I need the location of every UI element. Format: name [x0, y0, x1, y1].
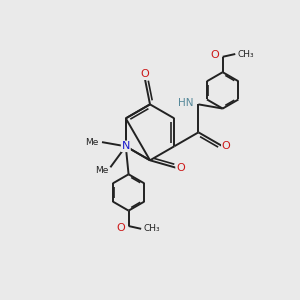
Text: HN: HN	[178, 98, 193, 108]
Text: O: O	[210, 50, 219, 60]
Text: Me: Me	[95, 166, 108, 175]
Text: O: O	[222, 141, 231, 151]
Text: O: O	[140, 69, 149, 79]
Text: Me: Me	[85, 138, 98, 147]
Text: O: O	[176, 163, 185, 173]
Text: CH₃: CH₃	[143, 224, 160, 233]
Text: N: N	[122, 141, 130, 151]
Text: O: O	[116, 223, 125, 232]
Text: CH₃: CH₃	[238, 50, 254, 58]
